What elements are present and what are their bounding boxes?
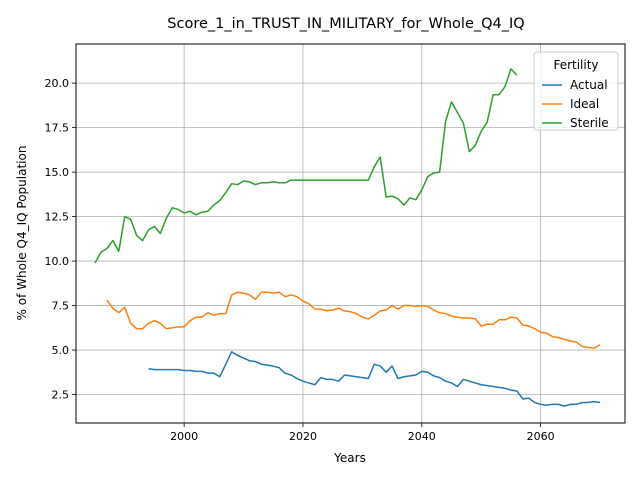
x-tick-label: 2020 bbox=[289, 430, 317, 443]
y-tick-label: 12.5 bbox=[45, 211, 70, 224]
x-tick-label: 2060 bbox=[527, 430, 555, 443]
legend-title: Fertility bbox=[553, 58, 598, 72]
y-tick-label: 5.0 bbox=[52, 344, 70, 357]
legend-box bbox=[533, 51, 619, 131]
y-tick-label: 2.5 bbox=[52, 389, 70, 402]
legend-label-actual: Actual bbox=[570, 78, 608, 92]
series-line-ideal bbox=[106, 291, 601, 350]
series-layer bbox=[94, 68, 601, 407]
x-tick-label: 2000 bbox=[170, 430, 198, 443]
series-line-actual bbox=[148, 351, 601, 407]
y-tick-label: 15.0 bbox=[45, 166, 70, 179]
series-line-sterile bbox=[94, 68, 518, 264]
legend-label-sterile: Sterile bbox=[570, 116, 609, 130]
axis-ticks: 2000 2020 2040 2060 2.5 5.0 7.5 10.0 12.5 15.0 17.… bbox=[45, 77, 555, 443]
x-tick-label: 2040 bbox=[408, 430, 436, 443]
y-axis-label: % of Whole Q4_IQ Population bbox=[15, 146, 29, 321]
plot-area-frame bbox=[75, 43, 626, 424]
y-tick-label: 7.5 bbox=[52, 300, 70, 313]
legend-label-ideal: Ideal bbox=[570, 97, 599, 111]
y-tick-label: 17.5 bbox=[45, 122, 70, 135]
y-tick-label: 10.0 bbox=[45, 255, 70, 268]
y-tick-label: 20.0 bbox=[45, 77, 70, 90]
legend: Fertility Actual Ideal Sterile bbox=[533, 51, 619, 131]
chart-title: Score_1_in_TRUST_IN_MILITARY_for_Whole_Q… bbox=[167, 16, 524, 32]
legend-entries: Actual Ideal Sterile bbox=[542, 78, 609, 130]
x-axis-label: Years bbox=[333, 451, 366, 465]
